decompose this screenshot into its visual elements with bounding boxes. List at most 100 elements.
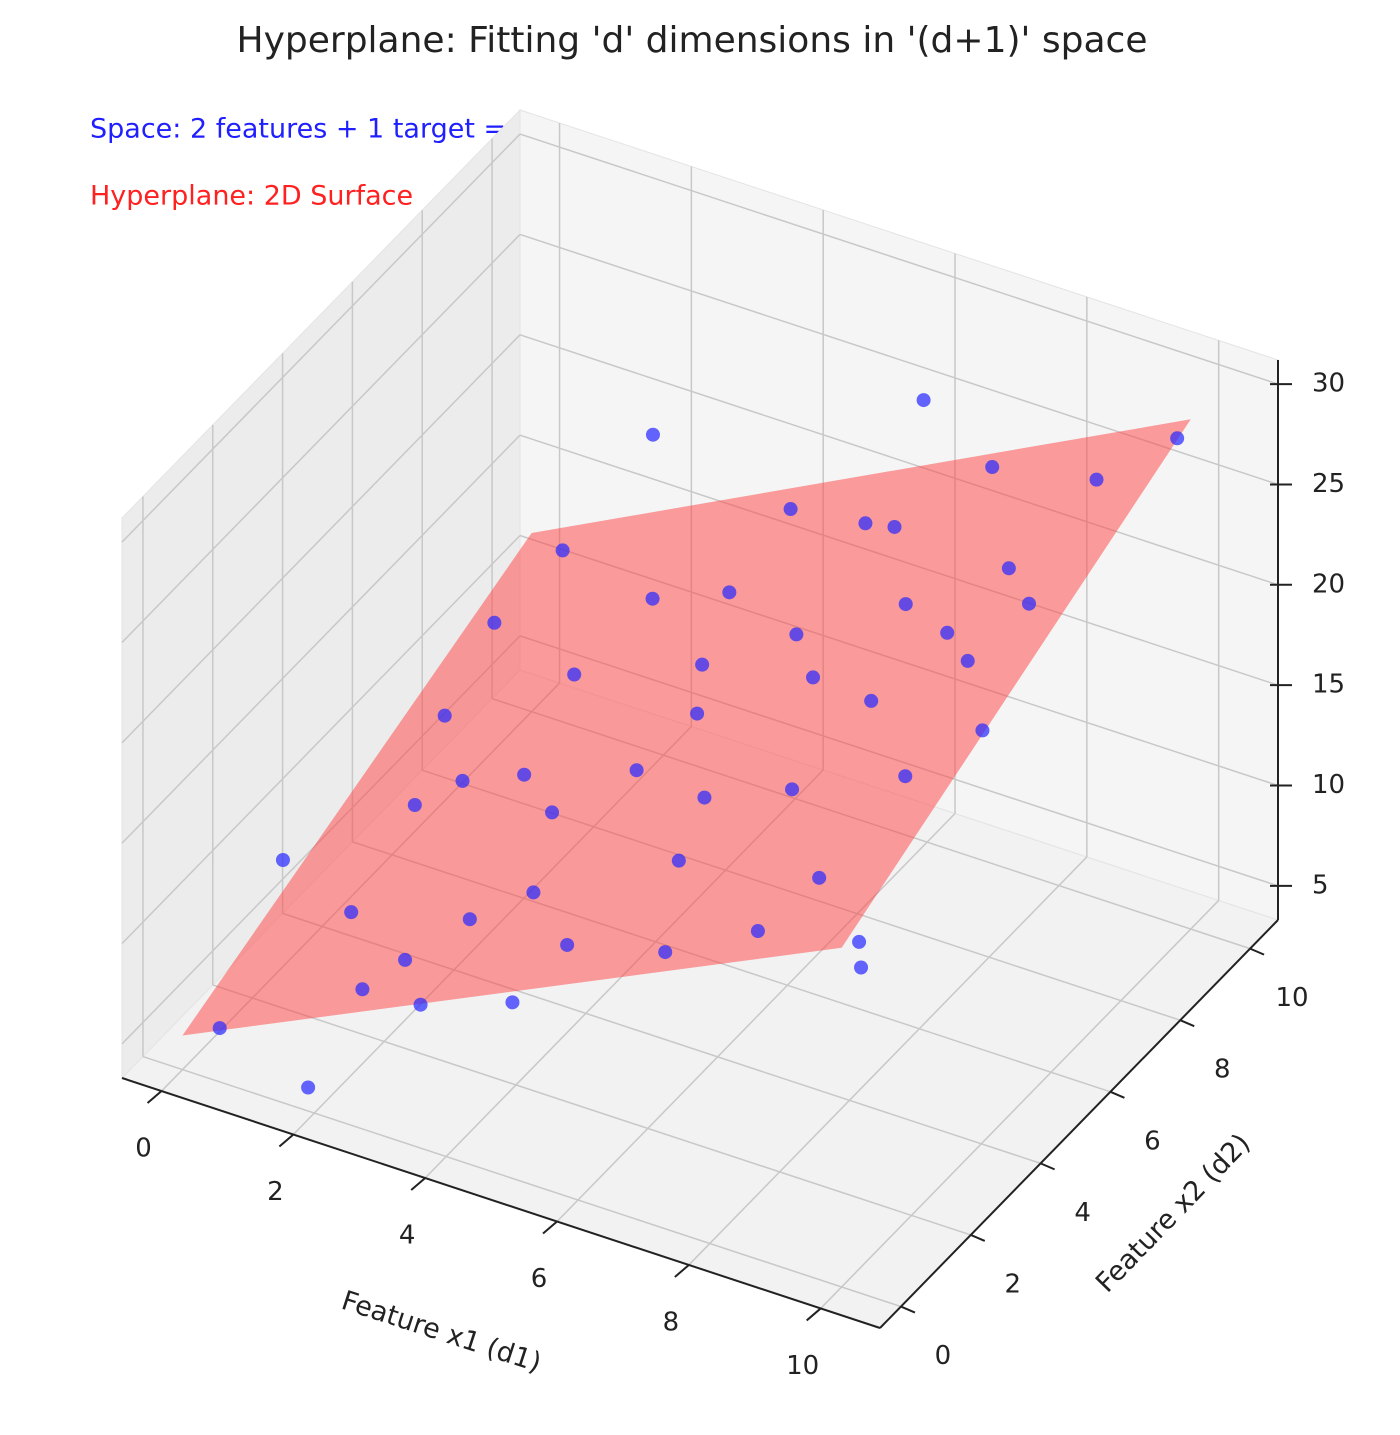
x1-tick-label: 6: [531, 1264, 548, 1294]
data-point: [858, 516, 873, 531]
z-tick-label: 30: [1312, 369, 1345, 399]
data-point: [812, 870, 827, 885]
x1-tick-label: 4: [399, 1221, 416, 1251]
data-point: [722, 585, 737, 600]
data-point: [344, 905, 359, 920]
data-point: [806, 670, 821, 685]
tick-mark: [1249, 947, 1265, 956]
tick-mark: [1179, 1019, 1195, 1028]
data-point: [898, 597, 913, 612]
data-point: [985, 460, 1000, 475]
x2-tick-label: 4: [1074, 1198, 1091, 1228]
x1-tick-label: 0: [135, 1134, 152, 1164]
tick-mark: [278, 1133, 295, 1148]
tick-mark: [410, 1177, 426, 1191]
grid-line: [688, 856, 1088, 1266]
data-point: [555, 543, 570, 558]
data-point: [658, 945, 673, 960]
data-point: [487, 615, 502, 630]
x2-axis-label: Feature x2 (d2): [1090, 1128, 1257, 1299]
data-point: [355, 982, 370, 997]
tick-mark: [806, 1307, 822, 1322]
data-point: [462, 912, 477, 927]
data-point: [1170, 431, 1185, 446]
x1-axis-label: Feature x1 (d1): [338, 1285, 545, 1379]
data-point: [789, 627, 804, 642]
x1-tick-label: 8: [663, 1307, 680, 1337]
data-point: [960, 653, 975, 668]
chart-title: Hyperplane: Fitting 'd' dimensions in '(…: [237, 20, 1148, 61]
tick-mark: [1040, 1162, 1055, 1171]
data-point: [212, 1021, 227, 1036]
x2-tick-label: 8: [1214, 1055, 1231, 1085]
x2-tick-label: 10: [1276, 983, 1309, 1013]
grid-line: [121, 534, 521, 945]
grid-line: [519, 133, 1279, 385]
data-point: [898, 769, 913, 784]
z-tick-label: 25: [1312, 469, 1345, 499]
data-point: [526, 885, 541, 900]
data-point: [864, 693, 879, 708]
grid-line: [556, 812, 956, 1223]
data-point: [916, 393, 931, 408]
data-point: [437, 708, 452, 723]
data-point: [567, 667, 582, 682]
data-point: [275, 852, 290, 867]
data-point: [854, 960, 869, 975]
grid-line: [121, 334, 521, 744]
data-point: [517, 767, 532, 782]
data-point: [407, 798, 422, 813]
x1-tick-label: 10: [786, 1351, 819, 1381]
grid-line: [121, 434, 521, 844]
x2-tick-label: 6: [1144, 1126, 1161, 1156]
x1-tick-label: 2: [267, 1177, 284, 1207]
z-tick-label: 5: [1312, 870, 1329, 900]
data-point: [545, 805, 560, 820]
hyperplane: [182, 419, 1191, 1036]
data-point: [671, 853, 686, 868]
data-point: [1089, 472, 1104, 487]
data-point: [629, 763, 644, 778]
data-point: [645, 591, 660, 606]
data-point: [398, 952, 413, 967]
data-point: [690, 706, 705, 721]
x2-axis: [879, 919, 1279, 1329]
x2-tick-label: 2: [1004, 1269, 1021, 1299]
data-point: [887, 519, 902, 534]
data-point: [560, 937, 575, 952]
data-point: [785, 782, 800, 797]
grid-line: [519, 334, 1279, 586]
x1-axis: [121, 1077, 881, 1329]
z-tick-label: 15: [1312, 670, 1345, 700]
grid-line: [142, 1055, 902, 1308]
data-point: [455, 773, 470, 788]
data-point: [645, 427, 660, 442]
data-point: [695, 657, 710, 672]
data-point: [413, 997, 428, 1012]
tick-mark: [1110, 1090, 1125, 1099]
data-point: [697, 790, 712, 805]
annotation: Hyperplane: 2D Surface: [90, 181, 413, 212]
data-point: [505, 995, 520, 1010]
tick-mark: [674, 1264, 690, 1278]
data-point: [940, 625, 955, 640]
data-point: [1001, 561, 1016, 576]
data-point: [750, 924, 765, 939]
data-point: [783, 502, 798, 517]
grid-line: [820, 899, 1220, 1309]
grid-line: [121, 233, 521, 643]
data-point: [852, 934, 867, 949]
z-tick-label: 10: [1312, 770, 1345, 800]
z-tick-label: 20: [1312, 569, 1345, 599]
data-point: [1022, 596, 1037, 611]
grid-line: [212, 984, 972, 1236]
tick-mark: [900, 1305, 916, 1314]
x2-tick-label: 0: [935, 1341, 952, 1371]
annotation: Space: 2 features + 1 target = 3D: [90, 114, 553, 145]
grid-line: [121, 133, 521, 543]
tick-mark: [542, 1220, 558, 1235]
data-point: [301, 1080, 316, 1095]
tick-mark: [146, 1090, 163, 1104]
tick-mark: [970, 1234, 986, 1242]
